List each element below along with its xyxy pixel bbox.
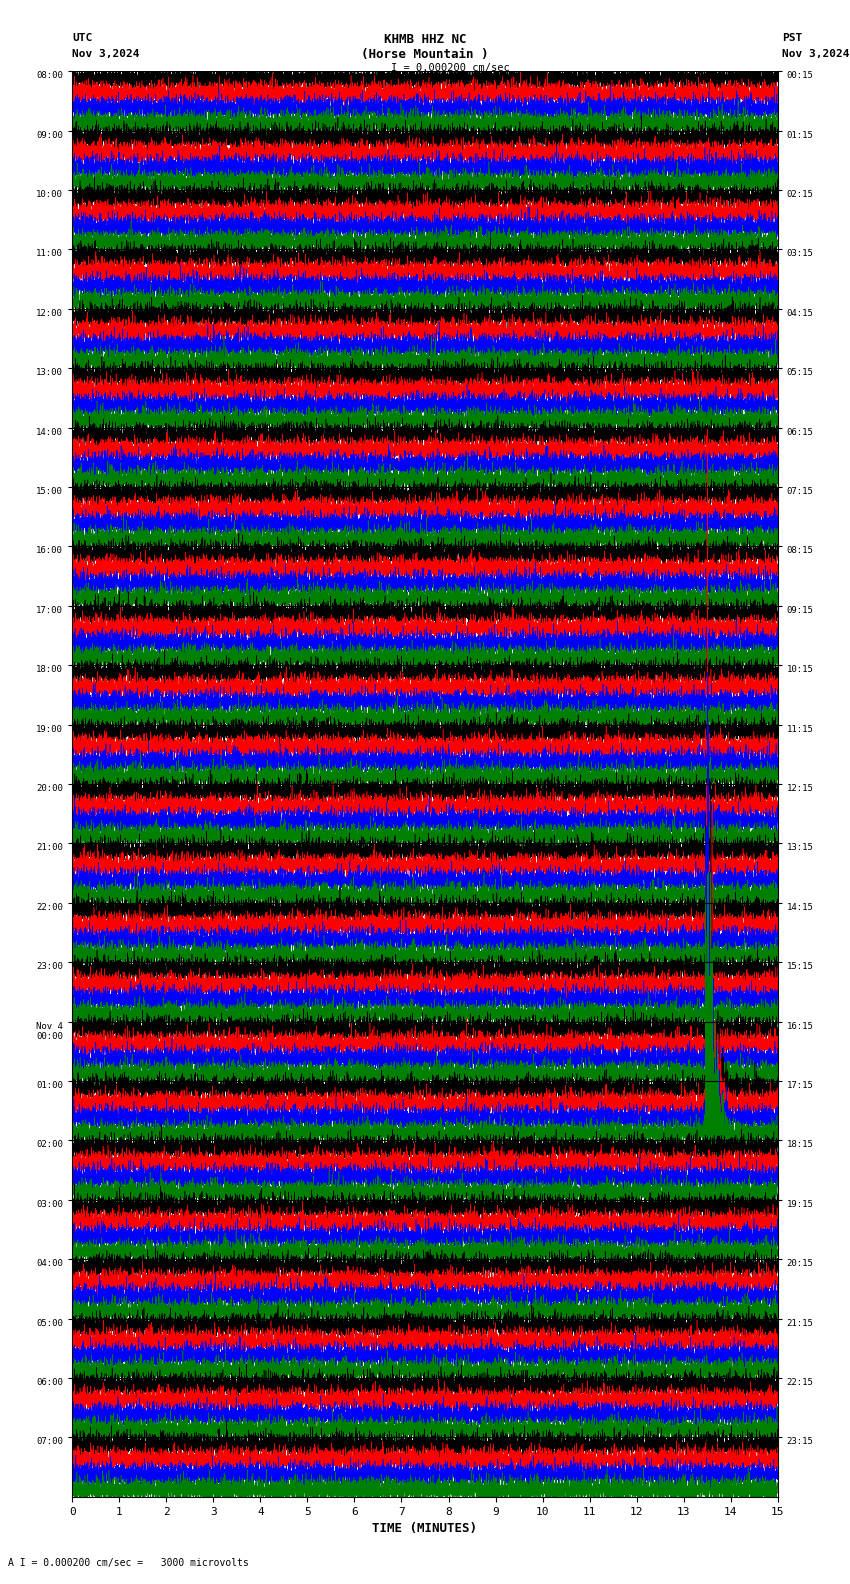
Text: Nov 3,2024: Nov 3,2024 (72, 49, 139, 59)
Text: KHMB HHZ NC: KHMB HHZ NC (383, 33, 467, 46)
X-axis label: TIME (MINUTES): TIME (MINUTES) (372, 1522, 478, 1535)
Text: PST: PST (782, 33, 802, 43)
Text: UTC: UTC (72, 33, 93, 43)
Text: (Horse Mountain ): (Horse Mountain ) (361, 48, 489, 60)
Text: A I = 0.000200 cm/sec =   3000 microvolts: A I = 0.000200 cm/sec = 3000 microvolts (8, 1559, 249, 1568)
Text: I = 0.000200 cm/sec: I = 0.000200 cm/sec (391, 63, 510, 73)
Text: Nov 3,2024: Nov 3,2024 (782, 49, 849, 59)
